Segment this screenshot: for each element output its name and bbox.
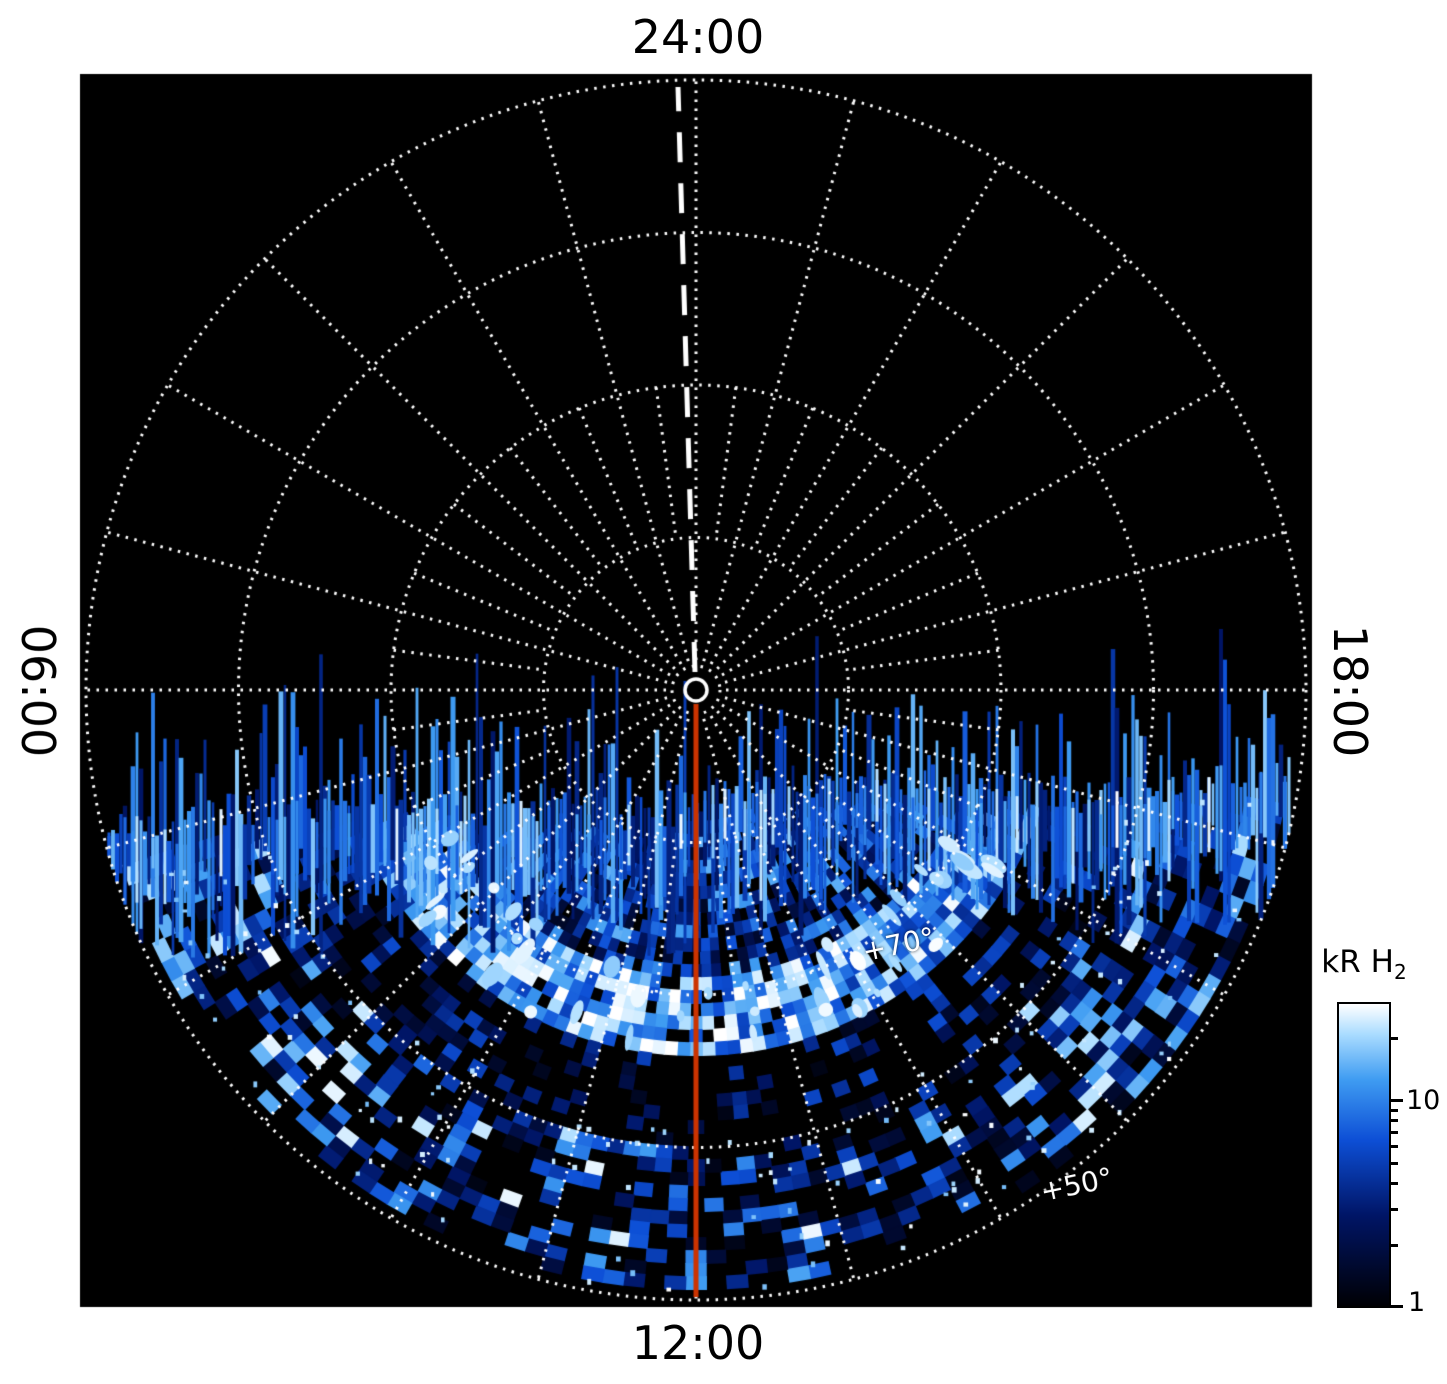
axis-label-1800: 18:00	[1323, 624, 1377, 758]
colorbar-tick-mark	[1391, 1036, 1398, 1040]
axis-label-0600: 06:00	[11, 624, 65, 758]
colorbar-tick-mark	[1391, 1099, 1403, 1103]
colorbar-tick-mark	[1391, 1244, 1398, 1248]
colorbar-tick-mark	[1391, 1108, 1398, 1112]
colorbar-tick-mark	[1391, 1119, 1398, 1123]
colorbar-tick-mark	[1391, 1181, 1398, 1185]
colorbar-tick-mark	[1391, 1161, 1398, 1165]
colorbar	[1337, 1002, 1391, 1308]
colorbar-tick-mark	[1391, 1131, 1398, 1135]
colorbar-tick-label-10: 10	[1406, 1085, 1441, 1116]
colorbar-title-text: kR H	[1321, 944, 1394, 980]
colorbar-tick-mark	[1391, 1207, 1398, 1211]
colorbar-tick-label-1: 1	[1408, 1287, 1426, 1318]
axis-label-1200: 12:00	[631, 1316, 765, 1370]
colorbar-title-subscript: 2	[1393, 960, 1407, 985]
colorbar-tick-mark	[1391, 1145, 1398, 1149]
axis-label-2400: 24:00	[631, 10, 765, 64]
colorbar-tick-mark	[1391, 1304, 1403, 1308]
colorbar-title: kR H2	[1321, 944, 1406, 984]
